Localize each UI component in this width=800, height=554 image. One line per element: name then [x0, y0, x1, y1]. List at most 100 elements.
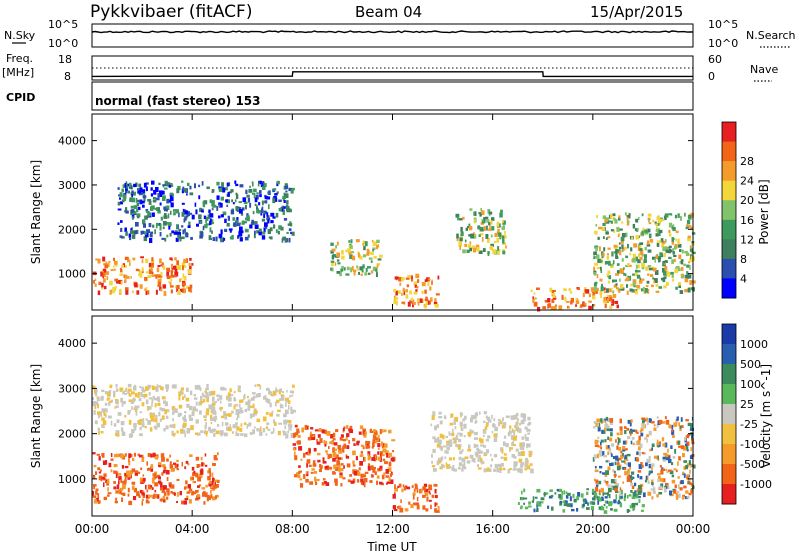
heatmap-cell: [627, 419, 631, 424]
heatmap-cell: [669, 425, 673, 429]
heatmap-cell: [666, 471, 669, 474]
heatmap-cell: [577, 287, 580, 291]
heatmap-cell: [141, 267, 144, 272]
heatmap-cell: [239, 399, 242, 403]
heatmap-cell: [108, 400, 112, 403]
heatmap-cell: [614, 219, 618, 224]
heatmap-cell: [536, 501, 540, 505]
heatmap-cell: [285, 409, 289, 414]
heatmap-cell: [327, 455, 331, 459]
heatmap-cell: [564, 500, 568, 504]
heatmap-cell: [518, 422, 522, 426]
heatmap-cell: [121, 497, 123, 502]
heatmap-cell: [292, 448, 296, 451]
heatmap-cell: [686, 271, 689, 275]
heatmap-cell: [687, 479, 690, 483]
heatmap-cell: [657, 473, 661, 476]
heatmap-cell: [513, 444, 516, 447]
heatmap-cell: [432, 411, 436, 416]
heatmap-cell: [619, 246, 621, 250]
heatmap-cell: [434, 494, 438, 499]
heatmap-cell: [655, 228, 660, 232]
heatmap-cell: [663, 487, 667, 490]
heatmap-cell: [613, 229, 616, 233]
heatmap-cell: [651, 284, 654, 288]
heatmap-cell: [346, 433, 350, 438]
heatmap-cell: [313, 434, 316, 439]
heatmap-cell: [607, 253, 609, 256]
y-tick-label: 1000: [58, 268, 86, 281]
heatmap-cell: [186, 211, 190, 217]
heatmap-cell: [173, 462, 177, 465]
velocity-colorbar-label: Velocity [m s^-1]: [759, 364, 773, 468]
heatmap-cell: [367, 272, 371, 275]
heatmap-cell: [641, 464, 644, 468]
y-tick-label: 4000: [58, 337, 86, 350]
heatmap-cell: [610, 220, 613, 224]
heatmap-cell: [177, 185, 181, 191]
heatmap-cell: [101, 389, 105, 393]
heatmap-cell: [151, 260, 155, 265]
heatmap-cell: [339, 457, 343, 460]
heatmap-cell: [428, 484, 432, 490]
heatmap-cell: [685, 443, 688, 447]
velocity-ylabel: Slant Range [km]: [29, 364, 43, 468]
heatmap-cell: [189, 265, 192, 271]
heatmap-cell: [181, 262, 185, 266]
heatmap-cell: [598, 450, 602, 455]
heatmap-cell: [120, 454, 124, 459]
heatmap-cell: [123, 265, 127, 268]
heatmap-cell: [328, 453, 331, 456]
heatmap-cell: [253, 410, 258, 414]
heatmap-cell: [613, 478, 617, 482]
heatmap-cell: [166, 267, 170, 272]
heatmap-cell: [125, 181, 128, 185]
heatmap-cell: [370, 473, 373, 478]
heatmap-cell: [650, 266, 654, 269]
heatmap-cell: [485, 234, 489, 239]
heatmap-cell: [646, 280, 650, 284]
heatmap-cell: [656, 442, 660, 446]
heatmap-cell: [482, 429, 487, 434]
heatmap-cell: [639, 256, 643, 261]
heatmap-cell: [312, 463, 317, 467]
heatmap-cell: [650, 418, 652, 423]
heatmap-cell: [261, 218, 266, 222]
heatmap-cell: [136, 494, 140, 497]
heatmap-cell: [593, 256, 595, 259]
heatmap-cell: [653, 487, 656, 492]
heatmap-cell: [145, 287, 148, 291]
heatmap-cell: [480, 229, 484, 232]
heatmap-cell: [215, 484, 219, 488]
heatmap-cell: [154, 229, 156, 235]
heatmap-cell: [174, 257, 177, 261]
heatmap-cell: [146, 489, 149, 493]
heatmap-cell: [672, 248, 675, 253]
heatmap-cell: [265, 397, 269, 403]
heatmap-cell: [605, 217, 609, 220]
heatmap-cell: [509, 447, 514, 450]
heatmap-cell: [607, 451, 609, 456]
heatmap-cell: [277, 409, 281, 412]
heatmap-cell: [196, 494, 200, 497]
heatmap-cell: [294, 424, 298, 428]
heatmap-cell: [192, 481, 195, 484]
heatmap-cell: [517, 428, 521, 433]
heatmap-cell: [509, 468, 512, 471]
heatmap-cell: [140, 256, 144, 259]
heatmap-cell: [601, 430, 604, 434]
heatmap-cell: [442, 434, 445, 440]
heatmap-cell: [139, 273, 143, 277]
heatmap-cell: [434, 508, 437, 513]
heatmap-cell: [277, 430, 281, 436]
heatmap-cell: [160, 483, 163, 488]
heatmap-cell: [607, 270, 611, 274]
heatmap-cell: [259, 429, 262, 433]
heatmap-cell: [446, 450, 449, 454]
heatmap-cell: [108, 402, 111, 406]
heatmap-cell: [153, 425, 156, 429]
heatmap-cell: [305, 471, 308, 475]
heatmap-cell: [593, 283, 597, 287]
heatmap-cell: [151, 274, 154, 277]
heatmap-cell: [241, 207, 245, 211]
